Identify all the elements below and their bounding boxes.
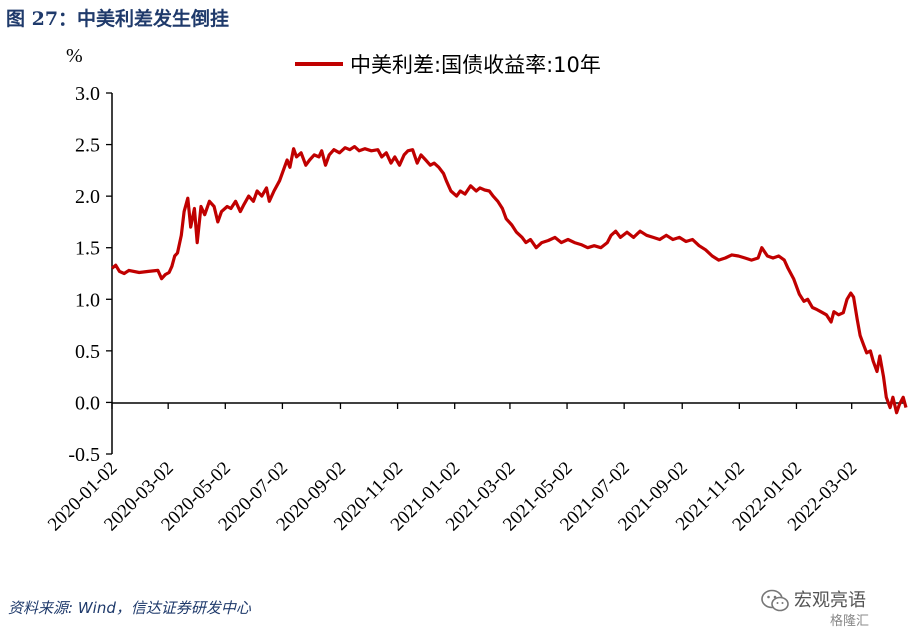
- y-axis: 3.0 2.5 2.0 1.5 1.0 0.5 0.0 -0.5: [68, 83, 113, 466]
- y-tick-label: 2.0: [75, 186, 100, 208]
- line-chart: 3.0 2.5 2.0 1.5 1.0 0.5 0.0 -0.5 2020-01-022020…: [44, 45, 908, 535]
- figure-title: 图 27：中美利差发生倒挂: [6, 8, 230, 30]
- y-tick-label: 1.5: [75, 238, 100, 260]
- y-tick-label: -0.5: [68, 444, 100, 466]
- wechat-icon: [761, 589, 789, 612]
- y-unit-label: %: [66, 45, 83, 67]
- legend-label: 中美利差:国债收益率:10年: [350, 53, 601, 77]
- watermark-sub: 格隆汇: [830, 614, 870, 629]
- series-line-0: [110, 145, 908, 415]
- watermark: 宏观亮语 格隆汇: [760, 586, 900, 632]
- source-note: 资料来源: Wind，信达证券研发中心: [8, 599, 251, 617]
- y-tick-label: 2.5: [75, 135, 100, 157]
- y-tick-label: 0.5: [75, 341, 100, 363]
- x-axis: 2020-01-022020-03-022020-05-022020-07-02…: [44, 402, 906, 535]
- y-tick-label: 0.0: [75, 392, 100, 414]
- y-tick-label: 1.0: [75, 289, 100, 311]
- watermark-text: 宏观亮语: [794, 590, 866, 611]
- y-tick-label: 3.0: [75, 83, 100, 105]
- legend: 中美利差:国债收益率:10年: [295, 53, 601, 77]
- series-layer: [110, 145, 908, 415]
